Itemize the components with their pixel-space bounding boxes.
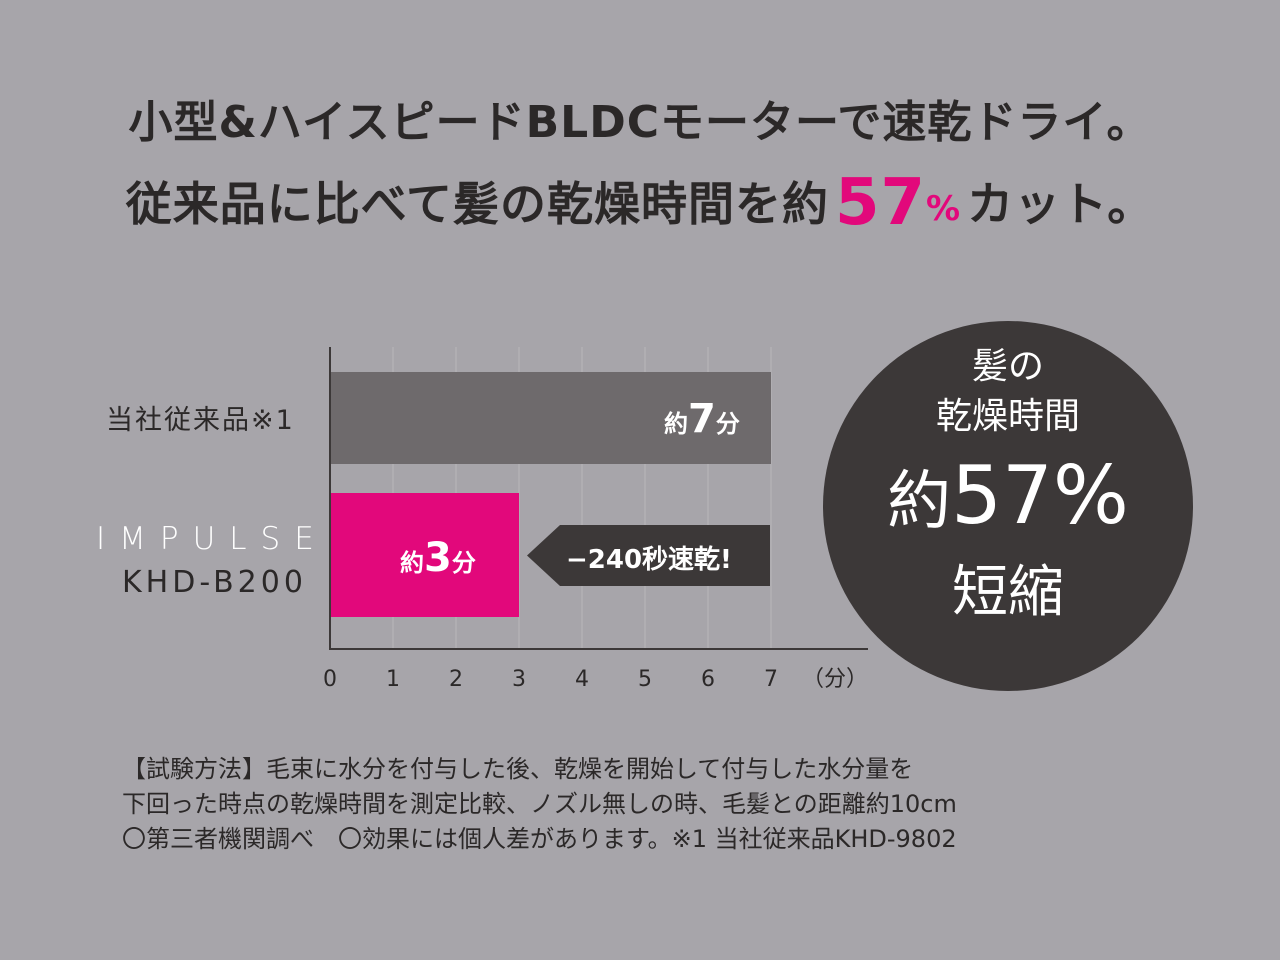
badge-line4: 短縮 (952, 560, 1064, 625)
badge-value-prefix: 約 (887, 465, 952, 539)
x-tick-label: 6 (701, 667, 715, 692)
reduction-badge: 髪の 乾燥時間 約57% 短縮 (823, 321, 1193, 691)
headline-percent-value: 57 (834, 166, 927, 240)
bar-label-new-value: 3 (424, 535, 452, 581)
bars (331, 372, 771, 617)
bar-label-new-prefix: 約 (400, 549, 424, 577)
x-tick-label: 0 (323, 667, 337, 692)
note-line: 下回った時点の乾燥時間を測定比較、ノズル無しの時、毛髪との距離約10cm (122, 790, 957, 818)
test-method-notes: 【試験方法】毛束に水分を付与した後、乾燥を開始して付与した水分量を 下回った時点… (122, 752, 1202, 857)
badge-value: 約57% (823, 449, 1193, 542)
category-label-old: 当社従来品※1 (106, 405, 295, 436)
callout-arrow (527, 525, 770, 586)
x-axis-unit: （分） (802, 667, 868, 692)
bar-label-old-value: 7 (688, 396, 716, 442)
callout-text: −240秒速乾! (566, 545, 732, 575)
headline-percent-sign: % (926, 189, 962, 229)
headline-line2: 従来品に比べて髪の乾燥時間を約57% カット。 (0, 166, 1280, 240)
bar-old-model (331, 372, 771, 464)
bar-label-new: 約3分 (400, 535, 476, 581)
headline-line2-text: 従来品に比べて髪の乾燥時間を約 (125, 177, 829, 231)
bar-label-old: 約7分 (664, 396, 740, 442)
x-tick-label: 4 (575, 667, 589, 692)
x-tick-label: 3 (512, 667, 526, 692)
x-tick-label: 7 (764, 667, 778, 692)
x-tick-labels: 0 1 2 3 4 5 6 7 (323, 667, 778, 692)
category-label-model: KHD-B200 (122, 565, 307, 600)
x-tick-label: 5 (638, 667, 652, 692)
note-line: 【試験方法】毛束に水分を付与した後、乾燥を開始して付与した水分量を (122, 755, 914, 783)
badge-value-number: 57% (951, 449, 1129, 542)
headline-line2-suffix: カット。 (967, 177, 1155, 231)
headline-line1: 小型&ハイスピードBLDCモーターで速乾ドライ。 (128, 97, 1152, 148)
note-line: 〇第三者機関調べ 〇効果には個人差があります。※1 当社従来品KHD-9802 (122, 825, 957, 853)
brand-logo-impulse: IMPULSE (96, 521, 328, 557)
x-tick-label: 1 (386, 667, 400, 692)
bar-label-old-unit: 分 (715, 410, 740, 438)
axes (329, 347, 868, 650)
badge-line1: 髪の (971, 346, 1044, 387)
bar-impulse (331, 493, 519, 617)
x-tick-label: 2 (449, 667, 463, 692)
badge-line2: 乾燥時間 (935, 396, 1080, 437)
bar-label-old-prefix: 約 (664, 410, 688, 438)
bar-label-new-unit: 分 (451, 549, 476, 577)
